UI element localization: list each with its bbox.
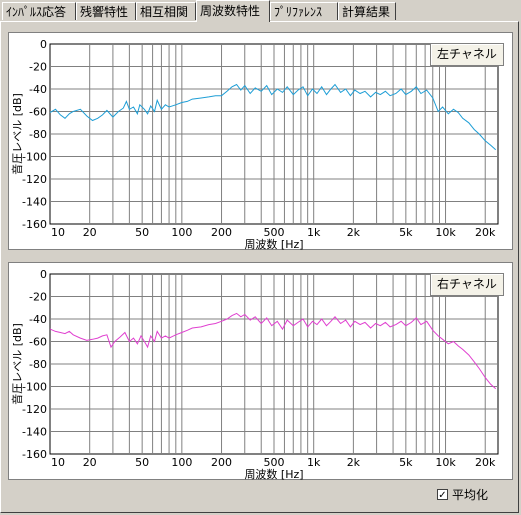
averaging-label: 平均化 — [452, 487, 489, 502]
series-line — [49, 312, 497, 390]
right-channel-button[interactable]: 右チャネル — [430, 273, 504, 296]
x-tick-label: 5k — [399, 456, 413, 469]
x-tick-label: 1k — [307, 456, 321, 469]
y-axis-label: 音圧レベル [dB] — [10, 93, 24, 175]
x-tick-label: 100 — [171, 226, 192, 239]
y-tick-label: -60 — [29, 106, 47, 119]
x-tick-label: 20 — [83, 226, 97, 239]
x-tick-label: 200 — [211, 456, 232, 469]
y-tick-label: 0 — [40, 268, 47, 281]
x-tick-label: 10k — [435, 226, 456, 239]
tab-impulse-response[interactable]: ｲﾝﾊﾟﾙｽ応答 — [2, 2, 76, 20]
x-tick-label: 500 — [264, 226, 285, 239]
tab-cross-correlation[interactable]: 相互相関 — [136, 2, 196, 20]
averaging-checkbox[interactable]: ✓ 平均化 — [437, 486, 488, 502]
x-tick-label: 200 — [211, 226, 232, 239]
y-tick-label: -20 — [29, 291, 47, 304]
left-channel-button[interactable]: 左チャネル — [430, 43, 504, 66]
checkbox-box[interactable]: ✓ — [437, 488, 448, 501]
y-tick-label: -120 — [22, 173, 47, 186]
tab-frequency-response[interactable]: 周波数特性 — [196, 0, 270, 22]
y-tick-label: -80 — [29, 358, 47, 371]
x-tick-label: 20k — [475, 456, 496, 469]
y-tick-label: -40 — [29, 313, 47, 326]
x-tick-label: 10 — [51, 456, 65, 469]
left-channel-graph: 0 -20 -40 -60 -80 -100 -120 -140 -160 10 20 50 100 20… — [8, 32, 513, 251]
x-tick-label: 10k — [435, 456, 456, 469]
series-line — [49, 83, 497, 151]
x-tick-label: 20 — [83, 456, 97, 469]
y-tick-label: -40 — [29, 83, 47, 96]
y-axis-label: 音圧レベル [dB] — [10, 323, 24, 405]
tab-strip: ｲﾝﾊﾟﾙｽ応答 残響特性 相互相関 周波数特性 ﾌﾟﾘﾌｧﾚﾝｽ 計算結果 — [0, 0, 521, 22]
y-tick-label: -80 — [29, 128, 47, 141]
y-tick-label: -160 — [22, 448, 47, 461]
x-tick-label: 5k — [399, 226, 413, 239]
x-tick-label: 100 — [171, 456, 192, 469]
x-axis-label: 周波数 [Hz] — [244, 238, 303, 251]
x-tick-label: 50 — [135, 456, 149, 469]
x-tick-label: 20k — [475, 226, 496, 239]
y-tick-label: 0 — [40, 38, 47, 51]
y-tick-label: -100 — [22, 151, 47, 164]
x-tick-label: 2k — [347, 456, 361, 469]
x-tick-label: 10 — [51, 226, 65, 239]
y-tick-label: -60 — [29, 336, 47, 349]
x-tick-label: 500 — [264, 456, 285, 469]
x-tick-label: 1k — [307, 226, 321, 239]
y-tick-label: -160 — [22, 218, 47, 231]
y-tick-label: -20 — [29, 61, 47, 74]
right-channel-graph: 0 -20 -40 -60 -80 -100 -120 -140 -160 10 20 50 100 20… — [8, 262, 513, 481]
tab-preference[interactable]: ﾌﾟﾘﾌｧﾚﾝｽ — [270, 2, 338, 20]
left-channel-chart: 0 -20 -40 -60 -80 -100 -120 -140 -160 10 20 50 100 20… — [10, 38, 499, 251]
x-axis-label: 周波数 [Hz] — [244, 468, 303, 481]
x-tick-label: 50 — [135, 226, 149, 239]
y-tick-label: -100 — [22, 381, 47, 394]
y-tick-label: -140 — [22, 196, 47, 209]
x-tick-label: 2k — [347, 226, 361, 239]
tab-reverberation[interactable]: 残響特性 — [76, 2, 136, 20]
y-tick-label: -140 — [22, 426, 47, 439]
y-tick-label: -120 — [22, 403, 47, 416]
tab-results[interactable]: 計算結果 — [338, 2, 396, 20]
right-channel-chart: 0 -20 -40 -60 -80 -100 -120 -140 -160 10 20 50 100 20… — [10, 268, 499, 481]
